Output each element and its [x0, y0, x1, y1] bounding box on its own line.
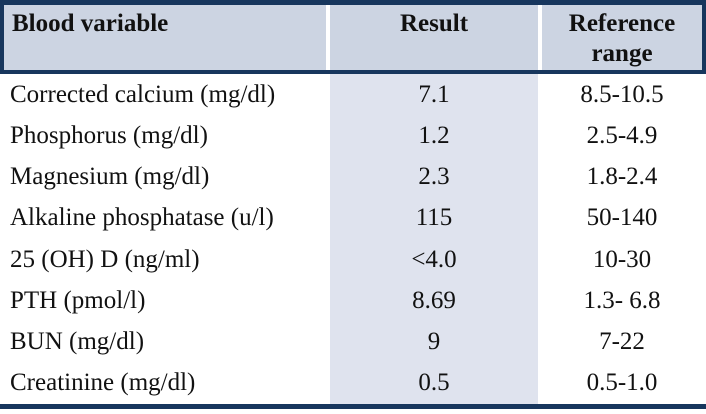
column-header-reference-range: Reference range — [542, 5, 702, 70]
table-row: BUN (mg/dl) 9 7-22 — [0, 321, 706, 363]
table-row: PTH (pmol/l) 8.69 1.3- 6.8 — [0, 280, 706, 322]
column-divider — [326, 5, 330, 70]
cell-reference-range: 0.5-1.0 — [586, 369, 658, 397]
cell-reference-range: 2.5-4.9 — [586, 121, 658, 149]
cell-blood-variable: Magnesium (mg/dl) — [10, 163, 210, 191]
table-body: Corrected calcium (mg/dl) 7.1 8.5-10.5 P… — [0, 74, 706, 404]
cell-reference-range: 1.8-2.4 — [586, 163, 658, 191]
cell-reference-range: 8.5-10.5 — [580, 80, 664, 108]
cell-reference-range: 10-30 — [592, 245, 652, 273]
table-row: Creatinine (mg/dl) 0.5 0.5-1.0 — [0, 362, 706, 404]
cell-blood-variable: BUN (mg/dl) — [10, 328, 145, 356]
cell-result: <4.0 — [330, 239, 538, 281]
table-bottom-border — [0, 404, 706, 409]
table-row: Corrected calcium (mg/dl) 7.1 8.5-10.5 — [0, 74, 706, 116]
cell-result: 115 — [330, 197, 538, 239]
cell-blood-variable: Phosphorus (mg/dl) — [10, 121, 208, 149]
cell-blood-variable: PTH (pmol/l) — [10, 286, 146, 314]
cell-blood-variable: Alkaline phosphatase (u/l) — [10, 204, 274, 232]
cell-reference-range: 7-22 — [599, 328, 645, 356]
table-header-row: Blood variable Result Reference range — [0, 0, 706, 74]
cell-blood-variable: Corrected calcium (mg/dl) — [10, 80, 276, 108]
cell-blood-variable: 25 (OH) D (ng/ml) — [10, 245, 200, 273]
table-row: Alkaline phosphatase (u/l) 115 50-140 — [0, 197, 706, 239]
cell-result: 9 — [330, 321, 538, 363]
table-row: 25 (OH) D (ng/ml) <4.0 10-30 — [0, 239, 706, 281]
cell-result: 1.2 — [330, 115, 538, 157]
cell-result: 2.3 — [330, 156, 538, 198]
cell-reference-range: 1.3- 6.8 — [583, 286, 661, 314]
column-divider — [538, 5, 542, 70]
cell-result: 8.69 — [330, 280, 538, 322]
column-header-result: Result — [330, 5, 538, 70]
column-header-blood-variable: Blood variable — [4, 5, 326, 70]
cell-result: 0.5 — [330, 362, 538, 404]
cell-result: 7.1 — [330, 74, 538, 116]
cell-reference-range: 50-140 — [586, 204, 658, 232]
cell-blood-variable: Creatinine (mg/dl) — [10, 369, 196, 397]
table-row: Phosphorus (mg/dl) 1.2 2.5-4.9 — [0, 115, 706, 157]
table-row: Magnesium (mg/dl) 2.3 1.8-2.4 — [0, 156, 706, 198]
